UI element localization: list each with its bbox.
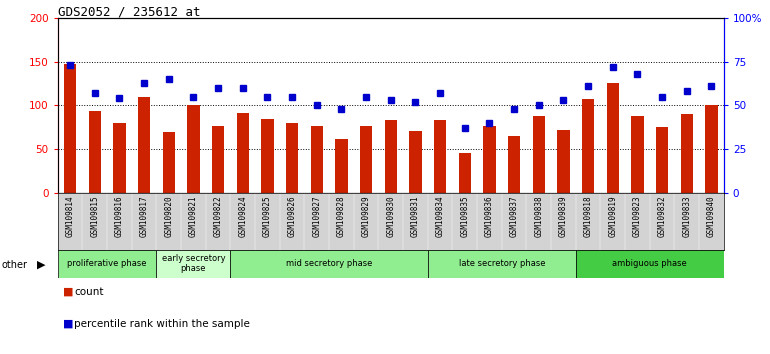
Bar (533, 116, 545, 193)
Bar (212, 126, 224, 193)
Text: GSM109832: GSM109832 (658, 196, 667, 238)
Text: GSM109838: GSM109838 (534, 196, 544, 238)
Text: GSM109826: GSM109826 (288, 196, 296, 238)
Bar (576, 250, 724, 278)
Text: GSM109821: GSM109821 (189, 196, 198, 238)
Text: GSM109816: GSM109816 (115, 196, 124, 238)
Bar (113, 123, 126, 193)
Text: GSM109814: GSM109814 (65, 196, 75, 238)
Text: percentile rank within the sample: percentile rank within the sample (74, 319, 249, 329)
Bar (607, 84, 619, 193)
Bar (508, 136, 521, 193)
Bar (261, 119, 273, 193)
Bar (557, 130, 570, 193)
Text: ▶: ▶ (37, 260, 45, 270)
Text: proliferative phase: proliferative phase (67, 259, 147, 268)
Text: GSM109815: GSM109815 (90, 196, 99, 238)
Text: GSM109819: GSM109819 (608, 196, 618, 238)
Text: GSM109828: GSM109828 (337, 196, 346, 238)
Text: GSM109820: GSM109820 (164, 196, 173, 238)
Text: GSM109817: GSM109817 (139, 196, 149, 238)
Text: other: other (2, 260, 28, 270)
Text: mid secretory phase: mid secretory phase (286, 259, 372, 268)
Text: GSM109831: GSM109831 (411, 196, 420, 238)
Text: count: count (74, 287, 103, 297)
Bar (187, 105, 199, 193)
Text: GSM109833: GSM109833 (682, 196, 691, 238)
Bar (582, 99, 594, 193)
Bar (58, 250, 156, 278)
Bar (335, 139, 347, 193)
Text: GSM109818: GSM109818 (584, 196, 593, 238)
Bar (631, 116, 644, 193)
Bar (428, 250, 576, 278)
Bar (162, 132, 175, 193)
Bar (310, 126, 323, 193)
Bar (705, 105, 718, 193)
Text: GSM109839: GSM109839 (559, 196, 568, 238)
Text: GSM109822: GSM109822 (213, 196, 223, 238)
Bar (384, 120, 397, 193)
Bar (484, 126, 496, 193)
Bar (360, 126, 372, 193)
Text: GSM109837: GSM109837 (510, 196, 519, 238)
Text: GDS2052 / 235612_at: GDS2052 / 235612_at (58, 5, 200, 18)
Bar (681, 114, 693, 193)
Text: GSM109825: GSM109825 (263, 196, 272, 238)
Text: GSM109835: GSM109835 (460, 196, 469, 238)
Text: GSM109834: GSM109834 (436, 196, 444, 238)
Bar (410, 131, 422, 193)
Text: GSM109830: GSM109830 (387, 196, 395, 238)
Text: GSM109824: GSM109824 (238, 196, 247, 238)
Text: ambiguous phase: ambiguous phase (612, 259, 687, 268)
Bar (459, 153, 471, 193)
Text: ■: ■ (63, 319, 74, 329)
Text: early secretory
phase: early secretory phase (162, 254, 226, 273)
Text: GSM109840: GSM109840 (707, 196, 716, 238)
Bar (656, 127, 668, 193)
Bar (89, 112, 101, 193)
Text: GSM109829: GSM109829 (362, 196, 370, 238)
Bar (230, 250, 428, 278)
Bar (236, 113, 249, 193)
Text: GSM109827: GSM109827 (313, 196, 321, 238)
Text: GSM109823: GSM109823 (633, 196, 642, 238)
Bar (156, 250, 230, 278)
Bar (64, 64, 76, 193)
Bar (138, 97, 150, 193)
Text: ■: ■ (63, 287, 74, 297)
Bar (286, 123, 298, 193)
Text: GSM109836: GSM109836 (485, 196, 494, 238)
Text: late secretory phase: late secretory phase (458, 259, 545, 268)
Bar (434, 120, 447, 193)
